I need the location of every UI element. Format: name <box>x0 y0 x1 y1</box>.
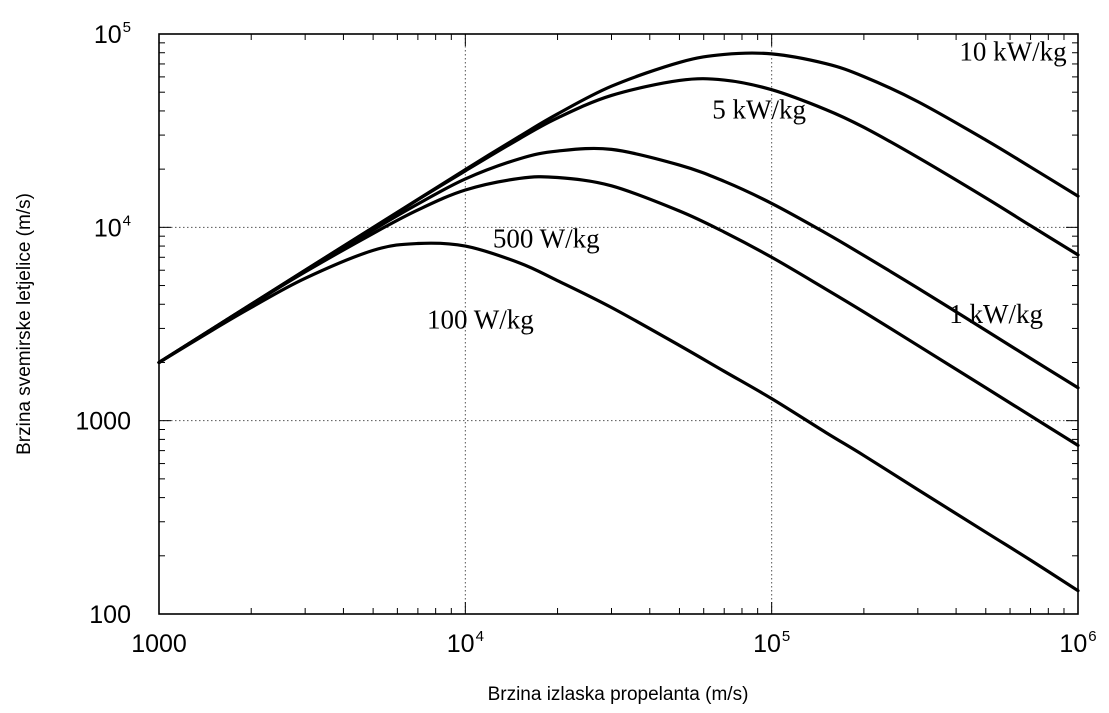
curve-100-w-kg <box>157 241 1080 593</box>
x-tick-label: 104 <box>447 628 484 658</box>
curve-label: 100 W/kg <box>427 304 534 334</box>
curve-label: 10 kW/kg <box>959 36 1066 66</box>
curve-1-kw-kg <box>157 146 1080 390</box>
x-axis-title: Brzina izlaska propelanta (m/s) <box>488 684 749 705</box>
curve-10-kw-kg <box>157 51 1080 365</box>
y-tick-label: 1000 <box>75 408 131 436</box>
x-tick-label: 105 <box>753 628 790 658</box>
x-tick-label: 106 <box>1059 628 1096 658</box>
x-tick-labels: 1000 104 105 106 <box>131 628 1096 658</box>
curve-label: 5 kW/kg <box>712 95 806 125</box>
curve-labels: 100 W/kg 500 W/kg 1 kW/kg 5 kW/kg 10 kW/kg <box>427 36 1067 334</box>
curve-label: 1 kW/kg <box>949 299 1043 329</box>
curves <box>157 51 1080 593</box>
curve-label: 500 W/kg <box>493 224 600 254</box>
grid-lines <box>159 34 1078 614</box>
y-tick-label: 104 <box>94 212 131 242</box>
plot-frame <box>158 33 1079 615</box>
x-tick-label: 1000 <box>131 630 187 658</box>
y-tick-label: 100 <box>89 601 131 629</box>
axis-ticks <box>158 34 1078 615</box>
curve-5-kw-kg <box>157 77 1080 365</box>
y-axis-title: Brzina svemirske letjelice (m/s) <box>14 193 35 455</box>
y-tick-labels: 100 1000 104 105 <box>75 19 131 629</box>
y-tick-label: 105 <box>94 19 131 49</box>
